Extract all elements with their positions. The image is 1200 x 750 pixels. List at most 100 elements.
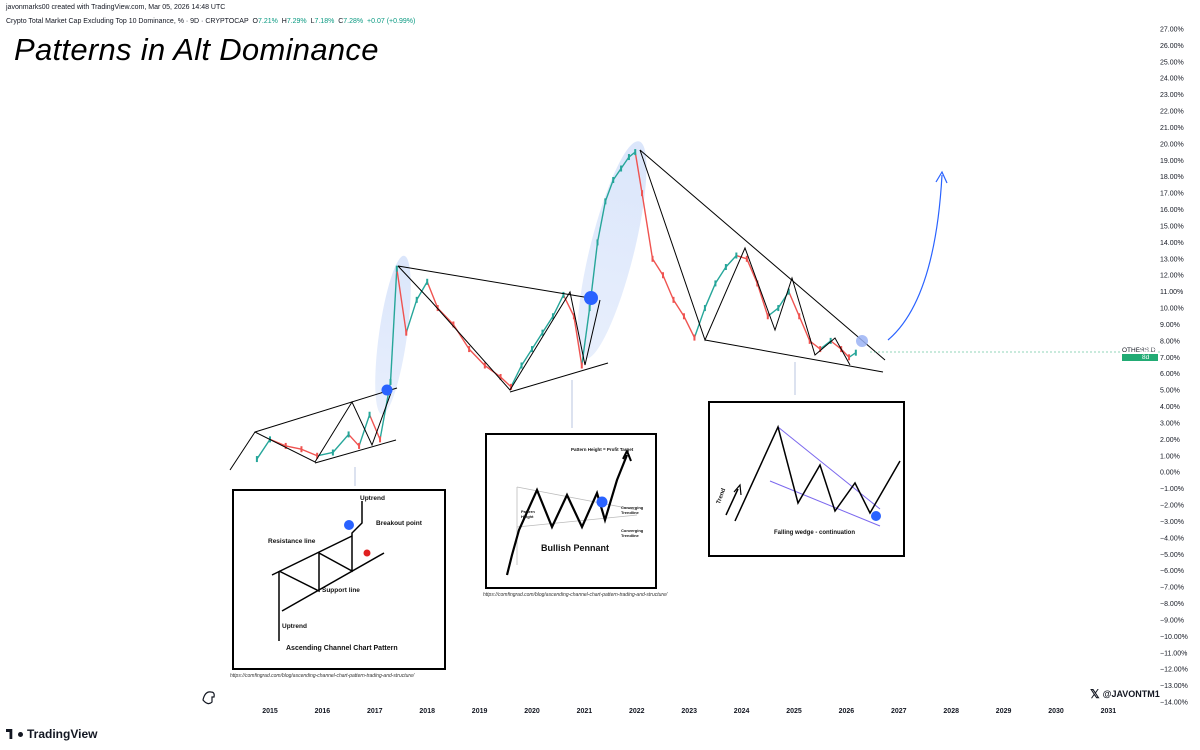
price-segment xyxy=(612,168,622,181)
y-tick-label: 19.00% xyxy=(1160,158,1184,165)
price-point xyxy=(572,313,575,320)
y-tick-label: −1.00% xyxy=(1160,486,1184,493)
price-segment xyxy=(426,281,439,309)
price-point xyxy=(604,198,607,205)
channel-zigzag-2015 xyxy=(229,389,393,471)
ascending-source[interactable]: https://comfingrad.com/blog/ascending-ch… xyxy=(230,673,415,679)
x-tick-label: 2025 xyxy=(786,708,802,715)
y-tick-label: 2.00% xyxy=(1160,437,1180,444)
price-point xyxy=(756,280,759,287)
y-axis[interactable]: 27.00% 26.00% 25.00% 24.00% 23.00% 22.00% 21.0… xyxy=(1160,27,1188,707)
ascending-channel-diagram xyxy=(271,501,385,641)
y-tick-label: −5.00% xyxy=(1160,552,1184,559)
price-point xyxy=(693,334,696,341)
price-segment xyxy=(736,254,748,260)
breakout-dot-2017 xyxy=(381,384,393,396)
price-point xyxy=(641,190,644,197)
falling-wedge-diagram xyxy=(725,424,901,527)
y-tick-label: 20.00% xyxy=(1160,141,1184,148)
symbol-description[interactable]: Crypto Total Market Cap Excluding Top 10… xyxy=(6,18,249,25)
x-tick-label: 2017 xyxy=(367,708,383,715)
price-point xyxy=(787,288,790,295)
pattern-annotations xyxy=(229,149,886,471)
y-tick-label: 8.00% xyxy=(1160,338,1180,345)
y-tick-label: −8.00% xyxy=(1160,601,1184,608)
price-segment xyxy=(693,307,706,338)
y-tick-label: 22.00% xyxy=(1160,109,1184,116)
tradingview-logo-text: TradingView xyxy=(27,727,98,741)
low-value: 7.18% xyxy=(314,18,335,25)
price-point xyxy=(395,265,398,272)
price-segment xyxy=(651,258,664,276)
inset-falling-wedge: Trend Falling wedge - continuation xyxy=(708,401,905,557)
x-tick-label: 2015 xyxy=(262,708,278,715)
price-segment xyxy=(725,255,737,268)
price-point xyxy=(347,431,350,438)
price-point xyxy=(405,329,408,336)
open-label: O xyxy=(252,18,258,25)
wedge-resistance-2022 xyxy=(639,149,886,361)
price-segment xyxy=(301,448,318,457)
pennant-converging-bottom: Converging Trendline xyxy=(621,528,644,538)
price-point xyxy=(627,154,630,161)
pennant-resistance-2018 xyxy=(397,265,591,299)
price-point xyxy=(580,362,583,369)
price-segment xyxy=(596,201,607,243)
pennant-converging-top: Converging Trendline xyxy=(621,505,644,515)
price-point xyxy=(358,442,361,449)
channel-support-2015 xyxy=(314,439,397,464)
y-tick-label: 15.00% xyxy=(1160,223,1184,230)
y-tick-label: 11.00% xyxy=(1160,289,1183,296)
price-point xyxy=(551,313,554,320)
y-tick-label: −12.00% xyxy=(1160,667,1188,674)
price-segment xyxy=(641,193,654,259)
price-segment xyxy=(520,348,533,366)
tradingview-dot-icon xyxy=(18,731,23,737)
price-segment xyxy=(531,332,544,350)
pennant-source[interactable]: https://comfingrad.com/blog/ascending-ch… xyxy=(483,592,668,598)
price-point xyxy=(819,346,822,353)
x-tick-label: 2026 xyxy=(839,708,855,715)
price-segment xyxy=(468,348,486,366)
x-tick-label: 2019 xyxy=(472,708,488,715)
y-tick-label: 27.00% xyxy=(1160,27,1184,34)
ascending-resistance-label: Resistance line xyxy=(268,538,316,545)
chart-title: Patterns in Alt Dominance xyxy=(14,32,379,67)
price-point xyxy=(766,313,769,320)
price-point xyxy=(596,239,599,246)
price-point xyxy=(331,449,334,456)
price-segment xyxy=(662,274,675,301)
price-point xyxy=(634,149,637,156)
price-segment xyxy=(552,294,565,317)
price-point xyxy=(452,321,455,328)
price-segment xyxy=(830,340,842,350)
price-point xyxy=(389,378,392,385)
y-tick-label: 3.00% xyxy=(1160,420,1180,427)
badge-symbol: OTHERS.D xyxy=(1122,347,1158,354)
y-tick-label: 26.00% xyxy=(1160,43,1184,50)
x-logo-icon: 𝕏 xyxy=(1090,687,1100,701)
projection-arrowhead xyxy=(935,170,948,184)
inset-ascending-channel: Uptrend Breakout point Resistance line S… xyxy=(232,489,446,670)
close-value: 7.28% xyxy=(343,18,364,25)
price-point xyxy=(651,255,654,262)
price-segment xyxy=(756,283,769,317)
inset-pointers xyxy=(354,362,796,486)
price-point xyxy=(662,272,664,279)
wedge-caption: Falling wedge - continuation xyxy=(774,530,855,536)
price-point xyxy=(316,452,319,459)
y-tick-label: 21.00% xyxy=(1160,125,1184,132)
price-segment xyxy=(358,414,371,447)
price-badge[interactable]: OTHERS.D 7.28% 8d 10h xyxy=(1122,347,1158,368)
x-tick-label: 2024 xyxy=(734,708,750,715)
tradingview-logo[interactable]: TradingView xyxy=(6,727,97,741)
x-axis[interactable]: 2015 2016 2017 2018 2019 2020 2021 2022 2023 2024… xyxy=(262,708,1116,715)
author-handle[interactable]: 𝕏 @JAVONTM1 xyxy=(1090,687,1160,701)
projected-breakout-dot xyxy=(856,335,868,347)
y-tick-label: −11.00% xyxy=(1160,650,1187,657)
pennant-height-label: Pattern Height xyxy=(521,509,535,519)
price-segment xyxy=(746,258,758,284)
x-tick-label: 2016 xyxy=(315,708,331,715)
price-segment xyxy=(634,151,643,194)
